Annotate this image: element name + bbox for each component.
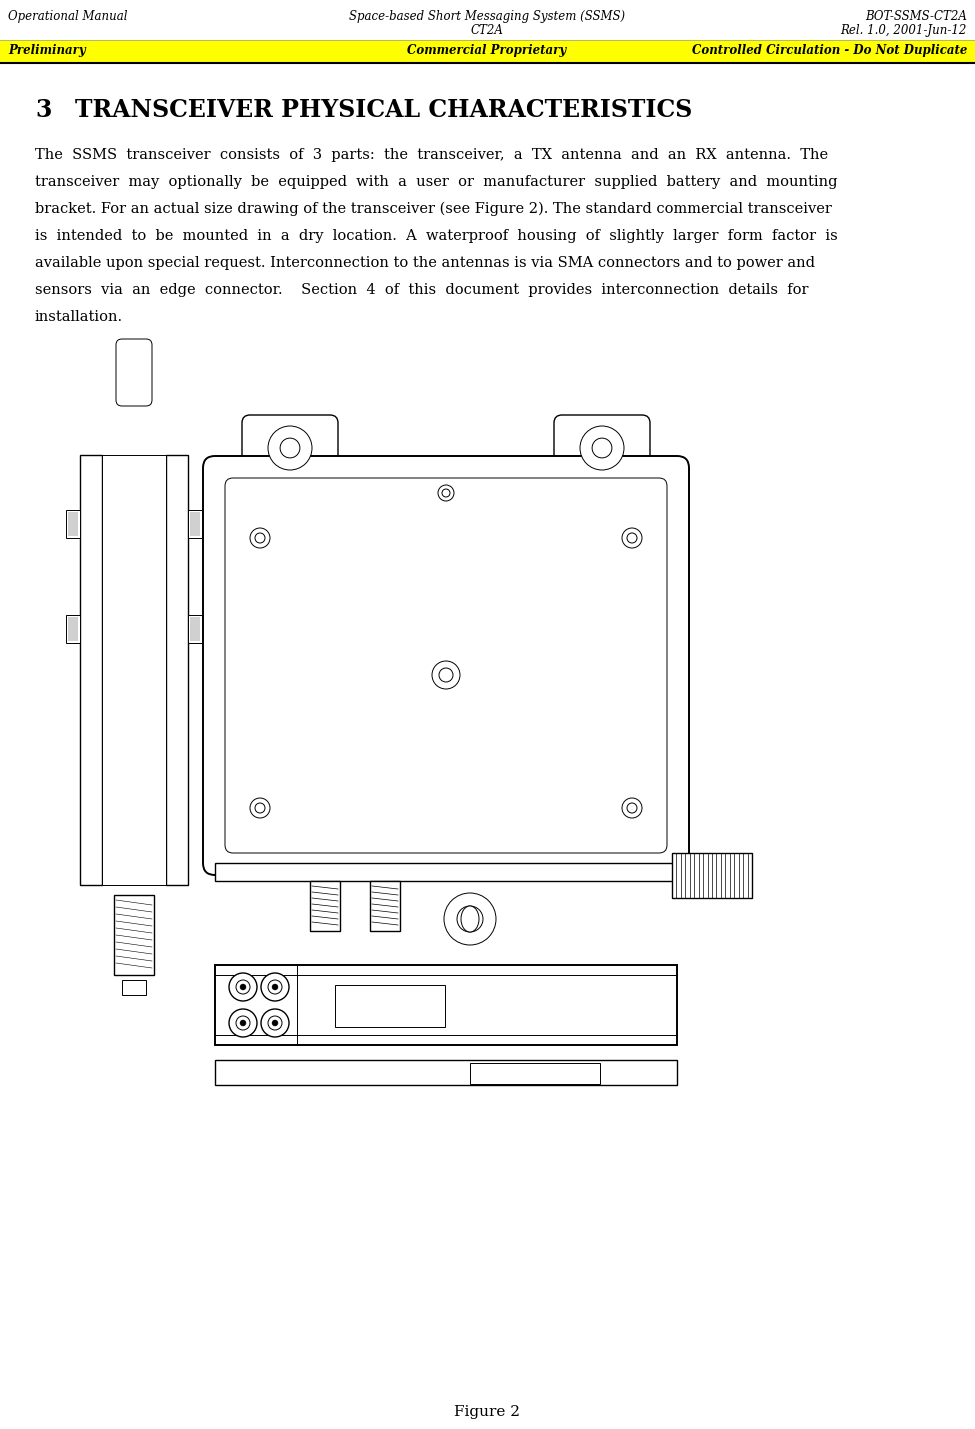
Bar [114, 895, 154, 975]
Circle shape [627, 803, 637, 813]
Bar [80, 454, 102, 885]
Circle shape [280, 439, 300, 457]
Text: TRANSCEIVER PHYSICAL CHARACTERISTICS: TRANSCEIVER PHYSICAL CHARACTERISTICS [75, 99, 692, 121]
Text: Commercial Proprietary: Commercial Proprietary [408, 44, 566, 57]
Text: CT2A: CT2A [471, 24, 503, 37]
Text: The  SSMS  transceiver  consists  of  3  parts:  the  transceiver,  a  TX  anten: The SSMS transceiver consists of 3 parts… [35, 149, 828, 161]
Circle shape [580, 426, 624, 470]
Bar [310, 882, 340, 932]
Bar [215, 863, 677, 882]
Text: Preliminary: Preliminary [8, 44, 86, 57]
Text: BOT-SSMS-CT2A: BOT-SSMS-CT2A [865, 10, 967, 23]
Bar [370, 882, 400, 932]
Text: Rel. 1.0, 2001-Jun-12: Rel. 1.0, 2001-Jun-12 [840, 24, 967, 37]
Circle shape [272, 1020, 278, 1026]
Circle shape [439, 667, 453, 682]
Bar [102, 454, 166, 885]
Bar [66, 510, 80, 537]
Circle shape [240, 1020, 246, 1026]
FancyBboxPatch shape [203, 456, 689, 875]
FancyBboxPatch shape [242, 414, 338, 482]
Circle shape [250, 797, 270, 817]
Circle shape [268, 426, 312, 470]
Circle shape [444, 893, 496, 945]
Circle shape [432, 662, 460, 689]
FancyBboxPatch shape [554, 414, 650, 482]
Circle shape [272, 985, 278, 990]
Bar [0, 40, 975, 61]
FancyBboxPatch shape [116, 339, 152, 406]
Text: available upon special request. Interconnection to the antennas is via SMA conne: available upon special request. Intercon… [35, 256, 815, 270]
Circle shape [236, 980, 250, 995]
FancyBboxPatch shape [225, 477, 667, 853]
Circle shape [255, 533, 265, 543]
Bar [188, 510, 202, 537]
Bar [672, 853, 752, 897]
Bar [166, 454, 188, 885]
Text: 3: 3 [35, 99, 52, 121]
Bar [66, 614, 80, 643]
Circle shape [240, 985, 246, 990]
Circle shape [268, 1016, 282, 1030]
Ellipse shape [461, 906, 479, 932]
Circle shape [261, 1009, 289, 1037]
Bar [470, 1063, 600, 1085]
Circle shape [592, 439, 612, 457]
Circle shape [268, 980, 282, 995]
Text: bracket. For an actual size drawing of the transceiver (see Figure 2). The stand: bracket. For an actual size drawing of t… [35, 201, 832, 216]
Bar [68, 512, 78, 536]
Circle shape [261, 973, 289, 1000]
Circle shape [236, 1016, 250, 1030]
Circle shape [229, 973, 257, 1000]
Text: Space-based Short Messaging System (SSMS): Space-based Short Messaging System (SSMS… [349, 10, 625, 23]
Text: transceiver  may  optionally  be  equipped  with  a  user  or  manufacturer  sup: transceiver may optionally be equipped w… [35, 174, 838, 189]
Circle shape [457, 906, 483, 932]
Circle shape [229, 1009, 257, 1037]
Bar [188, 614, 202, 643]
Text: installation.: installation. [35, 310, 123, 324]
Text: Figure 2: Figure 2 [454, 1405, 520, 1419]
Circle shape [627, 533, 637, 543]
Bar [215, 965, 677, 1045]
Text: is  intended  to  be  mounted  in  a  dry  location.  A  waterproof  housing  of: is intended to be mounted in a dry locat… [35, 229, 838, 243]
Bar [122, 980, 146, 995]
Circle shape [622, 527, 642, 547]
Bar [215, 1060, 677, 1085]
Circle shape [622, 797, 642, 817]
Bar [68, 617, 78, 642]
Bar [335, 985, 445, 1027]
Bar [190, 512, 200, 536]
Circle shape [442, 489, 450, 497]
Circle shape [250, 527, 270, 547]
Text: sensors  via  an  edge  connector.    Section  4  of  this  document  provides  : sensors via an edge connector. Section 4… [35, 283, 808, 297]
Text: Controlled Circulation - Do Not Duplicate: Controlled Circulation - Do Not Duplicat… [691, 44, 967, 57]
Text: Operational Manual: Operational Manual [8, 10, 128, 23]
Circle shape [255, 803, 265, 813]
Bar [190, 617, 200, 642]
Circle shape [438, 484, 454, 502]
